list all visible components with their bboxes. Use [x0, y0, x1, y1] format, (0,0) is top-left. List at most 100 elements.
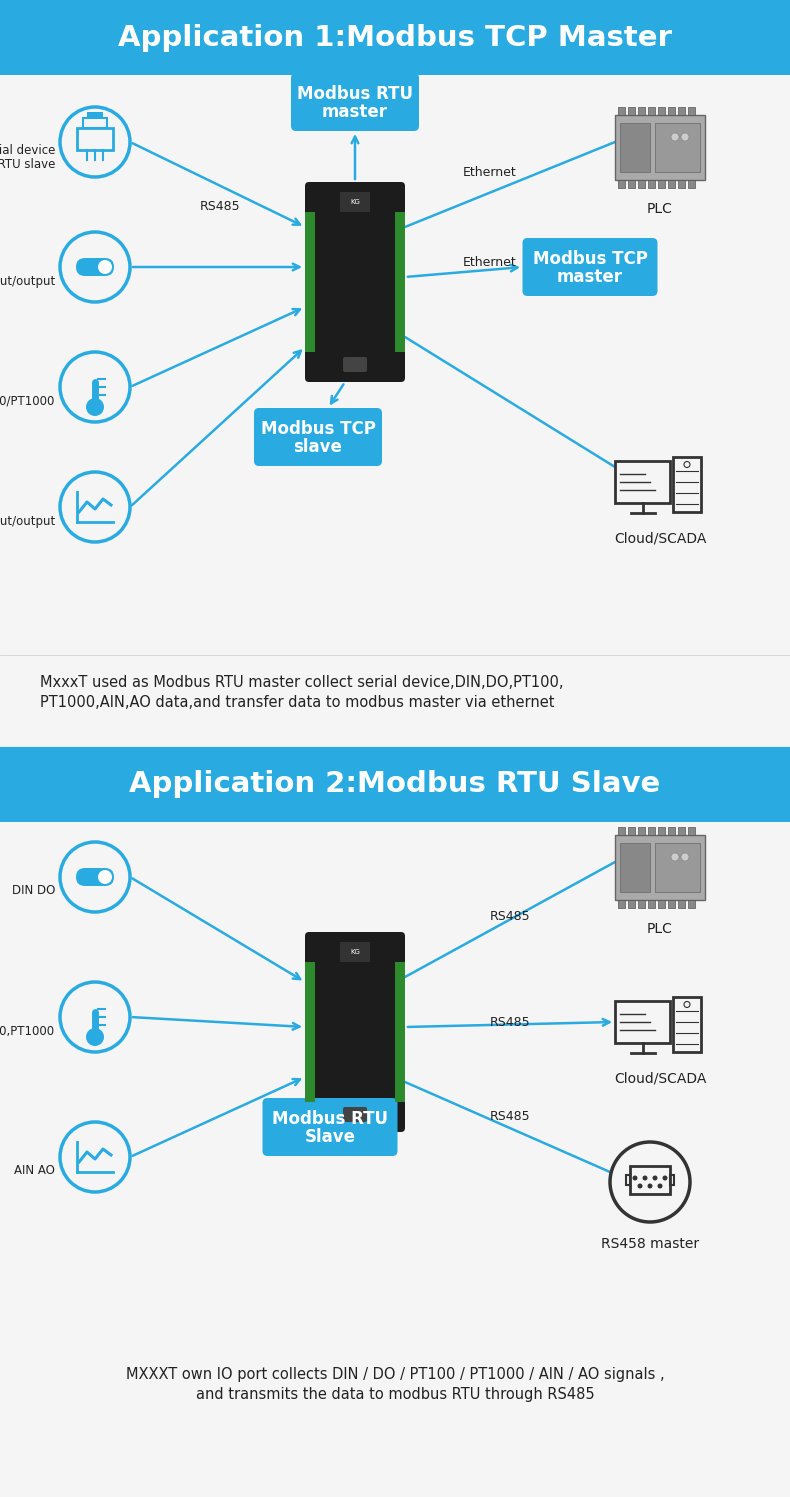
- Bar: [620, 843, 650, 892]
- Bar: [615, 461, 670, 503]
- Text: master: master: [322, 103, 388, 121]
- Text: PT100/PT1000: PT100/PT1000: [0, 395, 55, 407]
- Circle shape: [671, 853, 679, 861]
- Bar: [395, 213, 405, 352]
- Bar: [678, 826, 685, 834]
- Bar: [648, 826, 655, 834]
- Circle shape: [671, 133, 679, 141]
- Bar: [77, 129, 113, 150]
- Circle shape: [648, 1184, 653, 1189]
- Circle shape: [638, 1184, 642, 1189]
- Circle shape: [681, 133, 689, 141]
- Bar: [668, 826, 675, 834]
- Bar: [658, 900, 665, 907]
- Bar: [670, 1175, 674, 1186]
- Text: RS485 serial device: RS485 serial device: [0, 144, 55, 157]
- Text: Modbus RTU: Modbus RTU: [272, 1109, 388, 1129]
- FancyBboxPatch shape: [343, 1106, 367, 1121]
- FancyBboxPatch shape: [343, 356, 367, 371]
- Bar: [678, 900, 685, 907]
- Circle shape: [642, 1175, 648, 1181]
- Bar: [628, 900, 635, 907]
- Bar: [658, 826, 665, 834]
- Text: AIN AO: AIN AO: [14, 1165, 55, 1178]
- Circle shape: [86, 1028, 104, 1046]
- Circle shape: [663, 1175, 668, 1181]
- Circle shape: [98, 870, 112, 885]
- Bar: [305, 963, 315, 1102]
- Text: PT100,PT1000: PT100,PT1000: [0, 1024, 55, 1037]
- Bar: [688, 900, 695, 907]
- Text: Modbus TCP: Modbus TCP: [532, 250, 648, 268]
- Text: KG: KG: [350, 949, 360, 955]
- Bar: [630, 1166, 670, 1195]
- Bar: [655, 843, 700, 892]
- Bar: [395, 963, 405, 1102]
- FancyBboxPatch shape: [262, 1097, 397, 1156]
- Bar: [618, 106, 625, 114]
- Bar: [678, 106, 685, 114]
- Circle shape: [681, 853, 689, 861]
- Bar: [678, 180, 685, 187]
- Bar: [340, 192, 370, 213]
- Bar: [638, 826, 645, 834]
- FancyBboxPatch shape: [76, 257, 114, 275]
- Bar: [618, 826, 625, 834]
- Bar: [305, 213, 315, 352]
- Bar: [615, 1001, 670, 1043]
- Text: Ethernet: Ethernet: [463, 256, 517, 268]
- FancyBboxPatch shape: [76, 868, 114, 886]
- FancyBboxPatch shape: [522, 238, 657, 296]
- FancyBboxPatch shape: [305, 183, 405, 382]
- Text: slave: slave: [294, 439, 342, 457]
- Bar: [638, 900, 645, 907]
- Circle shape: [633, 1175, 638, 1181]
- Bar: [638, 180, 645, 187]
- Text: RS485: RS485: [490, 1111, 531, 1124]
- Bar: [688, 826, 695, 834]
- Bar: [655, 123, 700, 172]
- Text: Ethernet: Ethernet: [463, 166, 517, 178]
- Text: MXXXT own IO port collects DIN / DO / PT100 / PT1000 / AIN / AO signals ,: MXXXT own IO port collects DIN / DO / PT…: [126, 1367, 664, 1382]
- Bar: [673, 457, 701, 512]
- FancyBboxPatch shape: [305, 933, 405, 1132]
- Bar: [658, 180, 665, 187]
- Text: MxxxT used as Modbus RTU master collect serial device,DIN,DO,PT100,: MxxxT used as Modbus RTU master collect …: [40, 675, 563, 690]
- Text: Slave: Slave: [304, 1129, 356, 1147]
- Bar: [83, 118, 107, 129]
- Text: Application 1:Modbus TCP Master: Application 1:Modbus TCP Master: [118, 24, 672, 51]
- Bar: [626, 1175, 630, 1186]
- Circle shape: [657, 1184, 663, 1189]
- Circle shape: [98, 260, 112, 274]
- Bar: [0, 0, 790, 75]
- Bar: [0, 747, 790, 822]
- Bar: [620, 123, 650, 172]
- Bar: [688, 106, 695, 114]
- Bar: [615, 114, 705, 180]
- Text: Cloud/SCADA: Cloud/SCADA: [614, 1072, 706, 1085]
- Bar: [668, 900, 675, 907]
- Bar: [673, 997, 701, 1051]
- Bar: [628, 180, 635, 187]
- Text: DIN DO: DIN DO: [12, 885, 55, 898]
- Text: RS485: RS485: [490, 1015, 531, 1028]
- FancyBboxPatch shape: [254, 409, 382, 466]
- Circle shape: [653, 1175, 657, 1181]
- Text: Cloud/SCADA: Cloud/SCADA: [614, 531, 706, 546]
- Text: Modbus TCP: Modbus TCP: [261, 421, 375, 439]
- Text: Modbus RTU slave: Modbus RTU slave: [0, 157, 55, 171]
- Bar: [628, 106, 635, 114]
- Text: RS485: RS485: [200, 201, 240, 214]
- Text: master: master: [557, 268, 623, 286]
- Bar: [648, 106, 655, 114]
- Bar: [87, 112, 103, 118]
- Bar: [628, 826, 635, 834]
- Text: Application 2:Modbus RTU Slave: Application 2:Modbus RTU Slave: [130, 771, 660, 798]
- Text: PT1000,AIN,AO data,and transfer data to modbus master via ethernet: PT1000,AIN,AO data,and transfer data to …: [40, 695, 555, 710]
- Text: PLC: PLC: [647, 202, 673, 216]
- Bar: [618, 900, 625, 907]
- Bar: [648, 180, 655, 187]
- Text: RS485: RS485: [490, 910, 531, 924]
- Bar: [638, 106, 645, 114]
- Bar: [615, 834, 705, 900]
